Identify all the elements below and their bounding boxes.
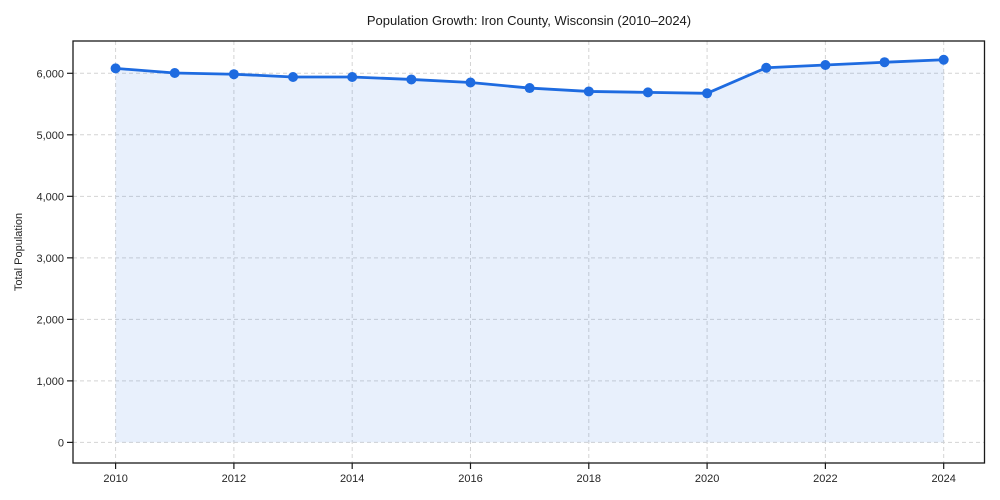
x-tick-label: 2018 [577, 473, 601, 485]
x-tick-label: 2020 [695, 473, 719, 485]
data-point [642, 87, 653, 98]
y-tick-label: 1,000 [36, 376, 64, 388]
y-tick-label: 0 [58, 437, 64, 449]
chart-title: Population Growth: Iron County, Wisconsi… [366, 13, 692, 28]
y-tick-label: 5,000 [36, 130, 64, 142]
y-tick-label: 3,000 [36, 253, 64, 265]
x-tick-label: 2014 [340, 473, 364, 485]
data-point [347, 71, 358, 82]
area-fill [115, 59, 944, 443]
data-point [761, 62, 772, 73]
data-point [702, 88, 713, 99]
x-tick-label: 2010 [103, 473, 127, 485]
plot-background [73, 41, 985, 463]
y-tick-label: 2,000 [36, 314, 64, 326]
data-point [465, 77, 476, 88]
data-point [938, 54, 949, 65]
x-tick-label: 2022 [813, 473, 837, 485]
y-tick-label: 6,000 [36, 68, 64, 80]
x-tick-label: 2024 [931, 473, 955, 485]
x-tick-label: 2012 [222, 473, 246, 485]
data-point [583, 86, 594, 97]
data-point [288, 71, 299, 82]
data-point [820, 59, 831, 70]
data-point [406, 74, 417, 85]
data-point [169, 67, 180, 78]
data-point [879, 57, 890, 68]
data-point [110, 63, 121, 74]
axes-box [72, 40, 986, 464]
data-point [524, 83, 535, 94]
y-tick-label: 4,000 [36, 191, 64, 203]
x-tick-label: 2016 [458, 473, 482, 485]
data-point [228, 69, 239, 80]
